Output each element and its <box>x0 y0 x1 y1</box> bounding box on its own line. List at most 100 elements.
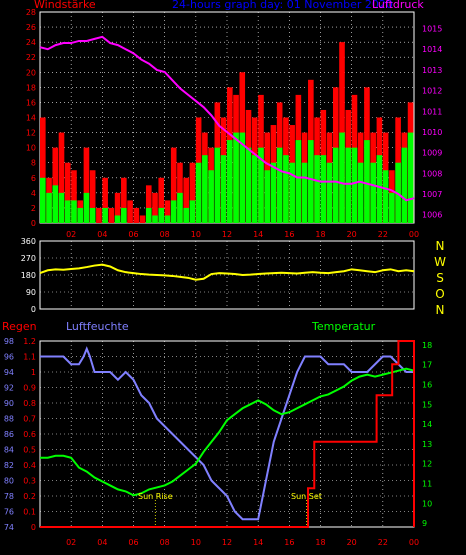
wind-avg-bar <box>40 177 46 223</box>
rain-y-tick: 1 <box>31 368 36 377</box>
wind-avg-bar <box>177 192 183 223</box>
wind-x-tick: 10 <box>191 230 201 239</box>
wind-avg-bar <box>102 207 108 223</box>
wind-avg-bar <box>264 170 271 223</box>
humidity-line <box>40 346 414 521</box>
humidity-axis-label: Luftfeuchte <box>66 320 129 333</box>
rain-y-tick: 0.7 <box>23 415 36 424</box>
wind-avg-bar <box>314 155 320 223</box>
wind-avg-bar <box>77 207 84 223</box>
temperature-y-tick: 13 <box>422 440 432 449</box>
wind-avg-bar <box>332 147 339 223</box>
direction-y-tick: 90 <box>26 288 36 297</box>
pressure-y-tick: 1014 <box>422 45 442 54</box>
temperature-y-tick: 18 <box>422 341 432 350</box>
wind-gust-bar <box>121 177 127 223</box>
wind-gust-bar <box>152 192 158 223</box>
temperature-y-tick: 16 <box>422 381 432 390</box>
humidity-series <box>40 346 414 521</box>
direction-grid <box>40 240 415 310</box>
sunset-label: Sun Set <box>291 492 322 501</box>
wind-y-tick: 4 <box>31 189 36 198</box>
climate-x-tick: 22 <box>378 538 388 547</box>
wind-gust-bar <box>170 147 177 223</box>
wind-avg-bar <box>208 170 214 223</box>
humidity-y-tick: 98 <box>4 337 14 346</box>
wind-avg-bar <box>351 147 358 223</box>
wind-x-tick: 00 <box>409 230 419 239</box>
rain-y-tick: 0.8 <box>23 399 36 408</box>
humidity-y-tick: 84 <box>4 446 14 455</box>
pressure-y-tick: 1015 <box>422 25 442 34</box>
wind-avg-bar <box>58 192 65 223</box>
wind-x-tick: 22 <box>378 230 388 239</box>
temperature-y-tick: 12 <box>422 460 432 469</box>
wind-avg-bar <box>195 162 202 223</box>
climate-x-tick: 16 <box>284 538 294 547</box>
wind-avg-bar <box>401 147 408 223</box>
humidity-y-tick: 90 <box>4 399 14 408</box>
pressure-y-tick: 1009 <box>422 149 442 158</box>
wind-gust-bar <box>133 207 140 223</box>
wind-avg-bar <box>83 192 90 223</box>
wind-gust-bar <box>189 162 196 223</box>
wind-avg-bar <box>258 147 264 223</box>
wind-avg-bar <box>152 215 158 223</box>
compass-label: W <box>434 255 446 269</box>
wind-gust-bar <box>64 162 71 223</box>
humidity-y-tick: 94 <box>4 368 14 377</box>
wind-x-tick: 18 <box>315 230 325 239</box>
direction-y-tick: 270 <box>21 254 36 263</box>
humidity-y-axis-ticks: 74 76 78 80 82 84 86 88 90 92 94 96 98 <box>4 337 14 532</box>
temperature-y-tick: 10 <box>422 499 432 508</box>
temperature-series <box>40 367 415 497</box>
wind-x-axis-ticks: 02 04 06 08 10 12 14 16 18 20 22 00 <box>66 230 419 239</box>
chart-title: 24-hours graph day: 01 November 2020 <box>172 0 393 11</box>
wind-avg-bar <box>114 215 121 223</box>
pressure-y-tick: 1010 <box>422 128 442 137</box>
climate-x-tick: 00 <box>409 538 419 547</box>
wind-avg-bar <box>164 215 171 223</box>
rain-y-tick: 0.9 <box>23 384 36 393</box>
compass-label: S <box>436 271 444 285</box>
pressure-y-axis-ticks: 1006 1007 1008 1009 1010 1011 1012 1013 1014 1015 <box>422 25 442 220</box>
humidity-y-tick: 78 <box>4 492 14 501</box>
climate-x-tick: 02 <box>66 538 76 547</box>
wind-avg-bar <box>170 200 177 223</box>
wind-avg-bar <box>158 207 165 223</box>
wind-x-tick: 08 <box>160 230 170 239</box>
pressure-y-tick: 1013 <box>422 66 442 75</box>
wind-avg-bar <box>145 207 152 223</box>
climate-x-tick: 08 <box>160 538 170 547</box>
wind-avg-bar <box>370 162 376 223</box>
temperature-y-tick: 14 <box>422 420 432 429</box>
rain-y-tick: 0.4 <box>23 461 36 470</box>
wind-avg-bar <box>320 155 327 223</box>
wind-avg-bar <box>345 147 352 223</box>
wind-avg-bar <box>283 155 289 223</box>
wind-x-tick: 12 <box>222 230 232 239</box>
wind-avg-bar <box>326 162 333 223</box>
wind-y-tick: 10 <box>26 144 36 153</box>
wind-avg-bar <box>64 200 71 223</box>
wind-gust-bar <box>139 215 146 223</box>
wind-avg-bar <box>357 162 364 223</box>
wind-y-tick: 22 <box>26 53 36 62</box>
wind-y-tick: 6 <box>31 174 36 183</box>
wind-gust-bar <box>89 170 96 223</box>
wind-axis-label: Windstärke <box>34 0 96 11</box>
temperature-axis-label: Temperatur <box>311 320 376 333</box>
wind-x-tick: 06 <box>128 230 138 239</box>
climate-x-tick: 20 <box>347 538 357 547</box>
wind-avg-bar <box>239 132 246 223</box>
wind-avg-bar <box>89 207 96 223</box>
wind-y-tick: 16 <box>26 98 36 107</box>
wind-avg-bar <box>407 132 414 223</box>
temperature-y-axis-ticks: 9 10 11 12 13 14 15 16 17 18 <box>422 341 432 528</box>
wind-y-tick: 12 <box>26 129 36 138</box>
wind-avg-bar <box>245 147 252 223</box>
wind-y-tick: 28 <box>26 8 36 17</box>
rain-series <box>40 340 415 528</box>
